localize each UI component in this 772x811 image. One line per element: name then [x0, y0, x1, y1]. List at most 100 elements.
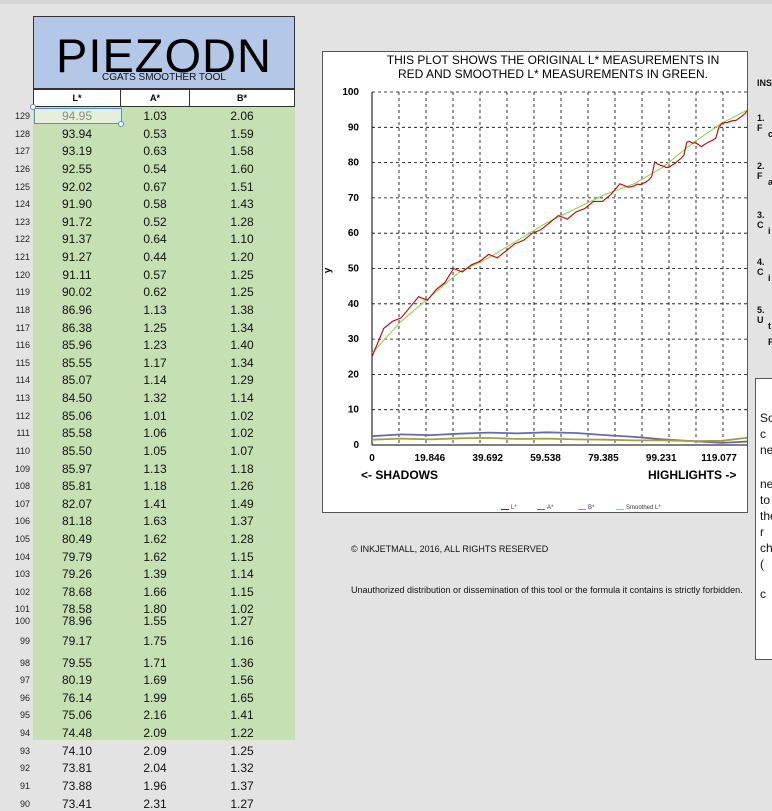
cell-l[interactable]: 85.81	[61, 479, 93, 494]
row-number[interactable]: 108	[14, 481, 30, 492]
row-number[interactable]: 126	[14, 163, 30, 174]
cell-a[interactable]: 1.63	[143, 514, 167, 529]
cell-l[interactable]: 73.88	[61, 778, 93, 793]
row-number[interactable]: 128	[14, 128, 30, 139]
cell-a[interactable]: 0.63	[143, 144, 167, 159]
row-number[interactable]: 94	[19, 728, 30, 739]
cell-l[interactable]: 91.90	[61, 197, 93, 212]
cell-a[interactable]: 0.53	[143, 126, 167, 141]
cell-b[interactable]: 1.25	[230, 743, 254, 758]
cell-a[interactable]: 0.64	[143, 232, 167, 247]
row-number[interactable]: 124	[14, 199, 30, 210]
cell-l[interactable]: 85.07	[61, 373, 93, 388]
cell-l[interactable]: 78.96	[61, 614, 93, 629]
cell-l[interactable]: 79.79	[61, 549, 93, 564]
cell-b[interactable]: 1.36	[230, 655, 254, 670]
cell-b[interactable]: 1.28	[230, 214, 254, 229]
row-number[interactable]: 129	[14, 111, 30, 121]
cell-l[interactable]: 74.48	[61, 726, 93, 741]
cell-a[interactable]: 2.09	[143, 726, 167, 741]
cell-l[interactable]: 76.14	[61, 690, 93, 705]
cell-b[interactable]: 1.37	[230, 514, 254, 529]
cell-b[interactable]: 2.06	[230, 109, 254, 123]
cell-b[interactable]: 1.41	[230, 708, 254, 723]
row-number[interactable]: 96	[19, 692, 30, 703]
cell-l[interactable]: 90.02	[61, 285, 93, 300]
cell-b[interactable]: 1.20	[230, 250, 254, 265]
row-number[interactable]: 115	[15, 357, 30, 368]
cell-l[interactable]: 85.58	[61, 426, 93, 441]
row-number[interactable]: 123	[14, 216, 30, 227]
cell-a[interactable]: 1.17	[143, 355, 167, 370]
cell-a[interactable]: 1.71	[143, 655, 167, 670]
cell-a[interactable]: 1.69	[143, 673, 167, 688]
cell-a[interactable]: 1.75	[143, 633, 167, 648]
row-number[interactable]: 91	[19, 780, 30, 791]
cell-a[interactable]: 2.31	[143, 796, 167, 811]
row-number[interactable]: 92	[19, 763, 30, 774]
row-number[interactable]: 114	[15, 375, 30, 386]
cell-b[interactable]: 1.38	[230, 302, 254, 317]
cell-l[interactable]: 84.50	[61, 391, 93, 406]
cell-a[interactable]: 0.62	[143, 285, 167, 300]
cell-l[interactable]: 79.17	[61, 633, 93, 648]
cell-b[interactable]: 1.15	[230, 549, 254, 564]
cell-a[interactable]: 1.23	[143, 338, 167, 353]
cell-l[interactable]: 79.26	[61, 567, 93, 582]
cell-b[interactable]: 1.25	[230, 267, 254, 282]
row-number[interactable]: 120	[14, 269, 30, 280]
row-number[interactable]: 122	[14, 234, 30, 245]
cell-b[interactable]: 1.02	[230, 426, 254, 441]
cell-b[interactable]: 1.32	[230, 761, 254, 776]
cell-l[interactable]: 85.97	[61, 461, 93, 476]
row-number[interactable]: 102	[14, 587, 30, 597]
cell-a[interactable]: 1.62	[143, 532, 167, 547]
cell-a[interactable]: 2.09	[143, 743, 167, 758]
selection-handle-bottom-right[interactable]	[118, 121, 124, 127]
row-number[interactable]: 95	[19, 710, 30, 721]
row-number[interactable]: 103	[14, 569, 30, 580]
row-number[interactable]: 121	[14, 252, 30, 263]
cell-l[interactable]: 92.55	[61, 161, 93, 176]
row-number[interactable]: 107	[14, 498, 30, 509]
cell-a[interactable]: 1.32	[143, 391, 167, 406]
row-number[interactable]: 116	[15, 340, 30, 351]
cell-b[interactable]: 1.28	[230, 532, 254, 547]
column-header-a[interactable]: A*	[120, 89, 190, 107]
cell-l[interactable]: 78.58	[61, 601, 93, 616]
column-header-l[interactable]: L*	[33, 89, 121, 107]
cell-b[interactable]: 1.34	[230, 320, 254, 335]
cell-b[interactable]: 1.49	[230, 496, 254, 511]
row-number[interactable]: 106	[14, 516, 30, 527]
row-number[interactable]: 99	[19, 635, 30, 646]
cell-a[interactable]: 1.96	[143, 778, 167, 793]
cell-l[interactable]: 91.27	[61, 250, 93, 265]
cell-a[interactable]: 0.44	[143, 250, 167, 265]
cell-b[interactable]: 1.14	[230, 391, 254, 406]
row-number[interactable]: 90	[19, 798, 30, 809]
cell-a[interactable]: 0.52	[143, 214, 167, 229]
cell-l[interactable]: 91.37	[61, 232, 93, 247]
cell-b[interactable]: 1.02	[230, 408, 254, 423]
cell-b[interactable]: 1.58	[230, 144, 254, 159]
cell-b[interactable]: 1.02	[230, 601, 254, 616]
cell-a[interactable]: 1.55	[143, 614, 167, 629]
cell-b[interactable]: 1.18	[230, 461, 254, 476]
cell-l[interactable]: 91.11	[62, 267, 92, 282]
row-number[interactable]: 97	[19, 675, 30, 686]
cell-a[interactable]: 1.01	[143, 408, 167, 423]
row-number[interactable]: 109	[14, 463, 30, 474]
row-number[interactable]: 104	[14, 551, 30, 562]
cell-l[interactable]: 80.19	[61, 673, 93, 688]
cell-b[interactable]: 1.25	[230, 285, 254, 300]
selection-handle-top-left[interactable]	[30, 104, 36, 110]
cell-a[interactable]: 1.06	[143, 426, 167, 441]
cell-a[interactable]: 0.58	[143, 197, 167, 212]
cell-a[interactable]: 0.67	[143, 179, 167, 194]
row-number[interactable]: 101	[14, 603, 30, 614]
cell-a[interactable]: 1.18	[143, 479, 167, 494]
row-number[interactable]: 117	[15, 322, 30, 333]
cell-a[interactable]: 1.05	[143, 443, 167, 458]
cell-a[interactable]: 1.39	[143, 567, 167, 582]
cell-b[interactable]: 1.22	[230, 726, 254, 741]
